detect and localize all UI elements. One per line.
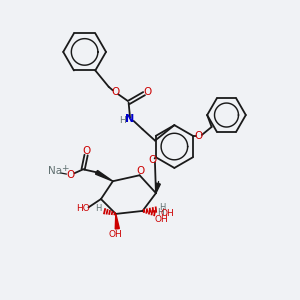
Text: O: O bbox=[67, 170, 75, 180]
Text: N: N bbox=[125, 114, 135, 124]
Text: +: + bbox=[61, 164, 68, 173]
Text: O: O bbox=[82, 146, 91, 156]
Text: O: O bbox=[111, 87, 119, 97]
Text: OH: OH bbox=[154, 215, 168, 224]
Text: O: O bbox=[136, 167, 144, 176]
Text: H: H bbox=[119, 116, 126, 125]
Text: HO: HO bbox=[76, 204, 90, 213]
Polygon shape bbox=[156, 183, 160, 193]
Text: H: H bbox=[95, 204, 101, 213]
Text: OH: OH bbox=[109, 230, 123, 238]
Text: OH: OH bbox=[161, 209, 175, 218]
Text: Na: Na bbox=[48, 166, 62, 176]
Text: O: O bbox=[143, 87, 152, 97]
Text: H: H bbox=[158, 208, 164, 217]
Polygon shape bbox=[95, 170, 113, 181]
Polygon shape bbox=[115, 214, 119, 229]
Text: O: O bbox=[149, 155, 157, 165]
Text: O: O bbox=[194, 131, 202, 141]
Text: H: H bbox=[159, 202, 165, 211]
